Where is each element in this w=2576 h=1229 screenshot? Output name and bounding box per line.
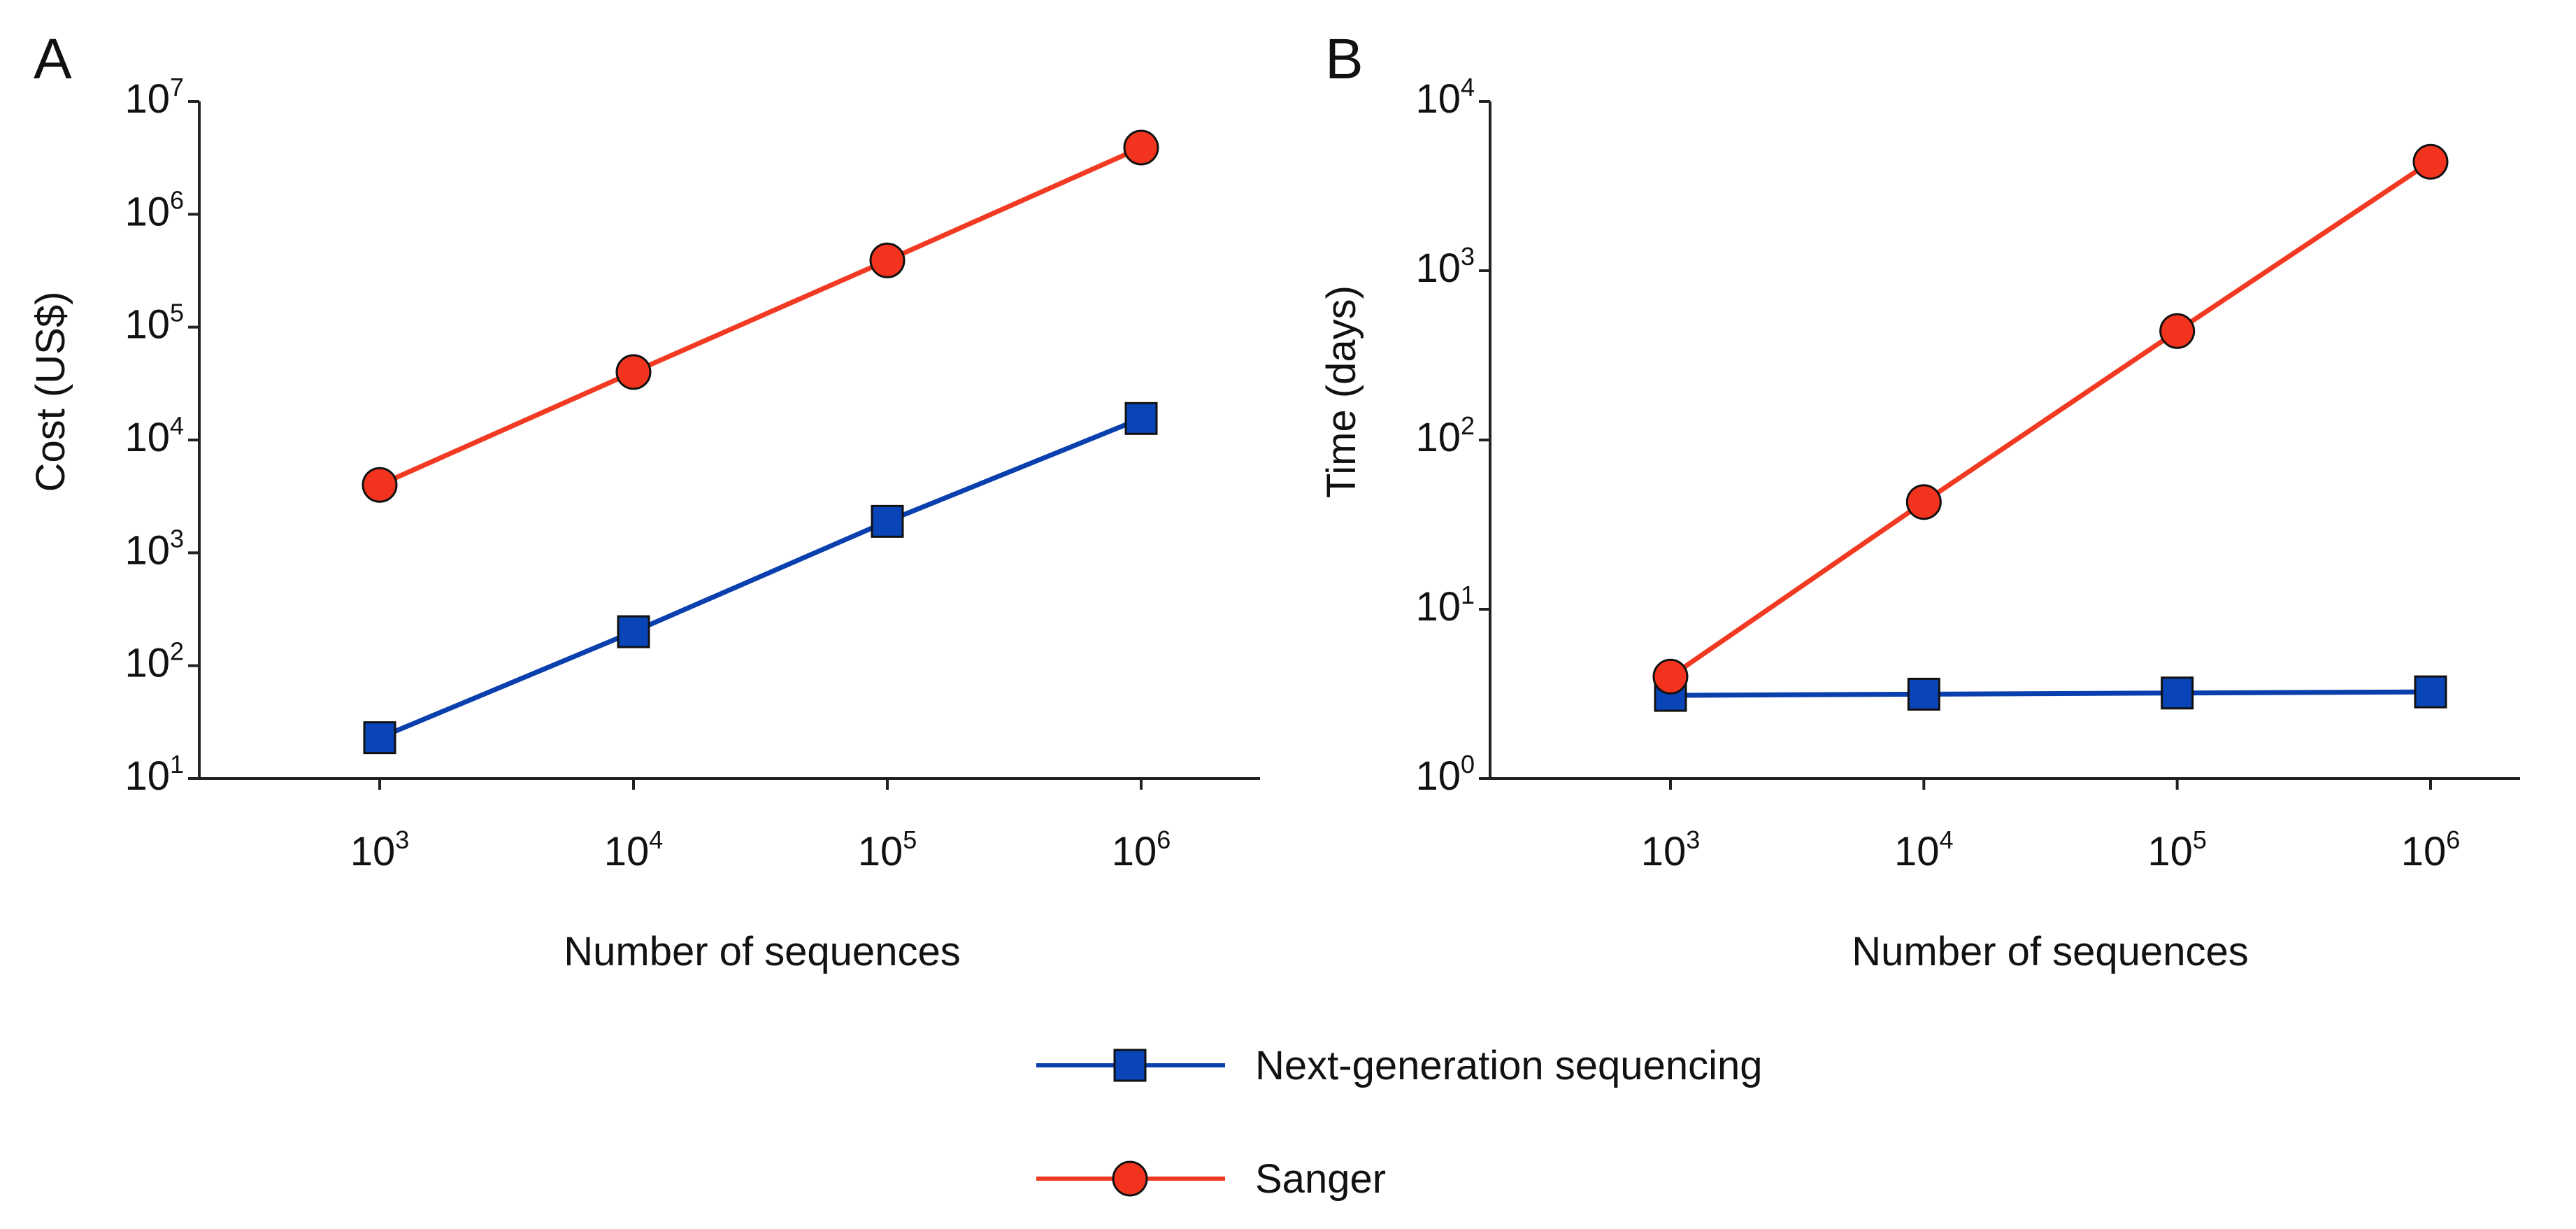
panel-a-sanger-point [615, 354, 652, 390]
panel-b-sanger-point [1652, 658, 1689, 695]
panel-a-x-tick-exponent: 6 [1157, 825, 1171, 854]
panel-b-x-tick-label: 105 [2147, 825, 2207, 874]
panel-a-y-tick-base: 10 [124, 527, 170, 573]
panel-b-ngs-point [2414, 675, 2447, 709]
panel-b-y-tick-label: 100 [1415, 750, 1475, 799]
legend-entry-ngs: Next-generation sequencing [1036, 1043, 1762, 1088]
panel-a-y-tick-base: 10 [124, 76, 170, 122]
panel-a-y-tick-base: 10 [124, 415, 170, 460]
panel-a: A Cost (US$) Number of sequences 1011021… [28, 27, 1260, 974]
panel-a-y-tick-label: 102 [124, 637, 184, 686]
panel-b-y-tick-exponent: 2 [1461, 411, 1475, 440]
panel-a-sanger-point [1123, 129, 1159, 166]
panel-b-y-tick-label: 101 [1415, 581, 1475, 630]
panel-b-y-tick-base: 10 [1415, 415, 1461, 460]
legend-sanger-label: Sanger [1255, 1156, 1386, 1202]
panel-b-y-tick-base: 10 [1415, 246, 1461, 291]
panel-b-x-axis-title: Number of sequences [1852, 929, 2248, 974]
panel-a-y-tick-base: 10 [124, 189, 170, 234]
panel-b-y-tick-exponent: 1 [1461, 581, 1475, 609]
panel-a-ngs-point [871, 504, 904, 538]
panel-a-y-tick-exponent: 7 [170, 73, 184, 101]
panel-b-x-tick-label: 103 [1641, 825, 1701, 874]
panel-b-y-tick-label: 104 [1415, 73, 1475, 122]
panel-a-y-tick-label: 105 [124, 299, 184, 348]
panel-a-x-axis-title: Number of sequences [564, 929, 960, 974]
panel-b-x-tick-label: 104 [1894, 825, 1954, 874]
panel-a-y-tick-base: 10 [124, 302, 170, 348]
panel-b-sanger-point [2412, 143, 2449, 180]
panel-b-x-tick-exponent: 6 [2446, 825, 2460, 854]
panel-b-x-tick-base: 10 [1641, 829, 1687, 874]
panel-a-y-tick-exponent: 6 [170, 185, 184, 214]
panel-b-y-tick-label: 102 [1415, 411, 1475, 460]
panel-a-x-tick-base: 10 [350, 829, 396, 874]
panel-b-y-tick-base: 10 [1415, 753, 1461, 799]
panel-a-y-tick-label: 104 [124, 411, 184, 460]
panel-b-y-axis-title: Time (days) [1319, 285, 1364, 498]
panel-b-sanger-point [1905, 484, 1942, 520]
panel-b-y-tick-base: 10 [1415, 584, 1461, 630]
panel-a-x-tick-label: 103 [350, 825, 410, 874]
panel-b-x-tick-label: 106 [2401, 825, 2461, 874]
panel-b-x-tick-exponent: 4 [1940, 825, 1954, 854]
panel-a-y-tick-exponent: 4 [170, 411, 184, 440]
panel-a-y-tick-label: 101 [124, 750, 184, 799]
panel-b-x-tick-base: 10 [2401, 829, 2447, 874]
panel-a-x-tick-exponent: 4 [649, 825, 663, 854]
panel-a-y-tick-label: 107 [124, 73, 184, 122]
legend-sanger-marker-icon [1112, 1160, 1148, 1197]
panel-b: B Time (days) Number of sequences 100101… [1319, 27, 2520, 974]
panel-a-label: A [34, 27, 72, 91]
legend-ngs-label: Next-generation sequencing [1255, 1043, 1762, 1088]
panel-a-ngs-series-line [378, 416, 1143, 740]
panel-b-ngs-series-line [1670, 689, 2431, 698]
panel-a-y-tick-exponent: 3 [170, 524, 184, 553]
panel-a-y-tick-exponent: 5 [170, 299, 184, 327]
panel-a-y-tick-exponent: 1 [170, 750, 184, 779]
panel-a-y-tick-label: 103 [124, 524, 184, 573]
panel-a-ngs-point [363, 721, 396, 755]
panel-a-y-tick-label: 106 [124, 185, 184, 234]
panel-b-y-tick-exponent: 4 [1461, 73, 1475, 101]
panel-a-x-tick-label: 106 [1112, 825, 1171, 874]
panel-a-y-tick-base: 10 [124, 753, 170, 799]
panel-a-x-tick-exponent: 3 [395, 825, 409, 854]
panel-a-sanger-series-line [378, 145, 1143, 488]
panel-a-y-tick-base: 10 [124, 641, 170, 686]
panel-b-y-tick-exponent: 0 [1461, 750, 1475, 779]
panel-a-x-tick-exponent: 5 [903, 825, 917, 854]
panel-b-label: B [1325, 27, 1364, 91]
panel-a-sanger-point [362, 467, 398, 503]
legend: Next-generation sequencing Sanger [1036, 1043, 1762, 1202]
panel-b-ngs-point [2161, 676, 2194, 710]
panel-a-sanger-point [869, 242, 906, 278]
legend-ngs-marker-icon [1113, 1049, 1147, 1082]
panel-b-sanger-point [2159, 313, 2196, 349]
panel-a-x-tick-label: 104 [604, 825, 664, 874]
legend-entry-sanger: Sanger [1036, 1156, 1386, 1202]
panel-b-sanger-series-line [1669, 159, 2432, 679]
panel-a-x-tick-base: 10 [604, 829, 650, 874]
panel-b-y-tick-base: 10 [1415, 76, 1461, 122]
panel-b-y-tick-exponent: 3 [1461, 242, 1475, 271]
panel-a-y-axis-title: Cost (US$) [28, 292, 73, 492]
panel-a-ngs-point [617, 615, 650, 648]
panel-a-x-tick-base: 10 [858, 829, 903, 874]
panel-a-ngs-point [1124, 402, 1158, 435]
panel-a-x-tick-label: 105 [858, 825, 917, 874]
panel-b-x-tick-exponent: 5 [2193, 825, 2207, 854]
panel-b-x-tick-exponent: 3 [1686, 825, 1700, 854]
panel-a-x-tick-base: 10 [1112, 829, 1157, 874]
panel-b-y-tick-label: 103 [1415, 242, 1475, 291]
panel-b-x-tick-base: 10 [1894, 829, 1940, 874]
panel-a-y-tick-exponent: 2 [170, 637, 184, 666]
panel-b-x-tick-base: 10 [2147, 829, 2193, 874]
panel-b-ngs-point [1907, 677, 1940, 711]
